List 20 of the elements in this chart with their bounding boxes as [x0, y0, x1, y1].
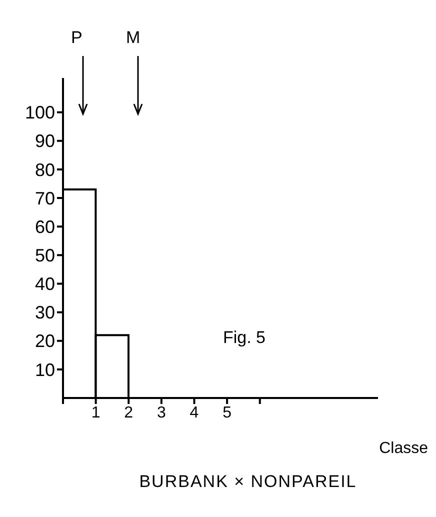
y-tick-label: 70: [34, 188, 55, 208]
x-tick-label: 3: [156, 404, 166, 422]
y-tick-label: 90: [34, 131, 55, 152]
x-tick-label: 4: [190, 404, 199, 422]
x-axis-title: Classe: [379, 440, 428, 458]
y-tick-label: 50: [34, 246, 55, 266]
y-tick-label: 100: [24, 102, 55, 123]
y-tick-label: 30: [34, 302, 55, 323]
x-tick-label: 2: [124, 404, 134, 422]
x-tick-label: 1: [91, 404, 100, 422]
x-tick-label: 5: [222, 404, 232, 422]
y-tick-label: 10: [34, 360, 55, 380]
text: BURBANK × NONPAREIL: [138, 472, 358, 492]
text: M: [126, 28, 140, 48]
annotation: Fig. 5: [223, 328, 266, 348]
y-tick-label: 80: [34, 160, 55, 180]
y-tick-label: 60: [34, 216, 55, 237]
y-tick-label: 40: [34, 274, 55, 294]
text: P: [71, 28, 82, 48]
y-tick-label: 20: [34, 331, 55, 352]
